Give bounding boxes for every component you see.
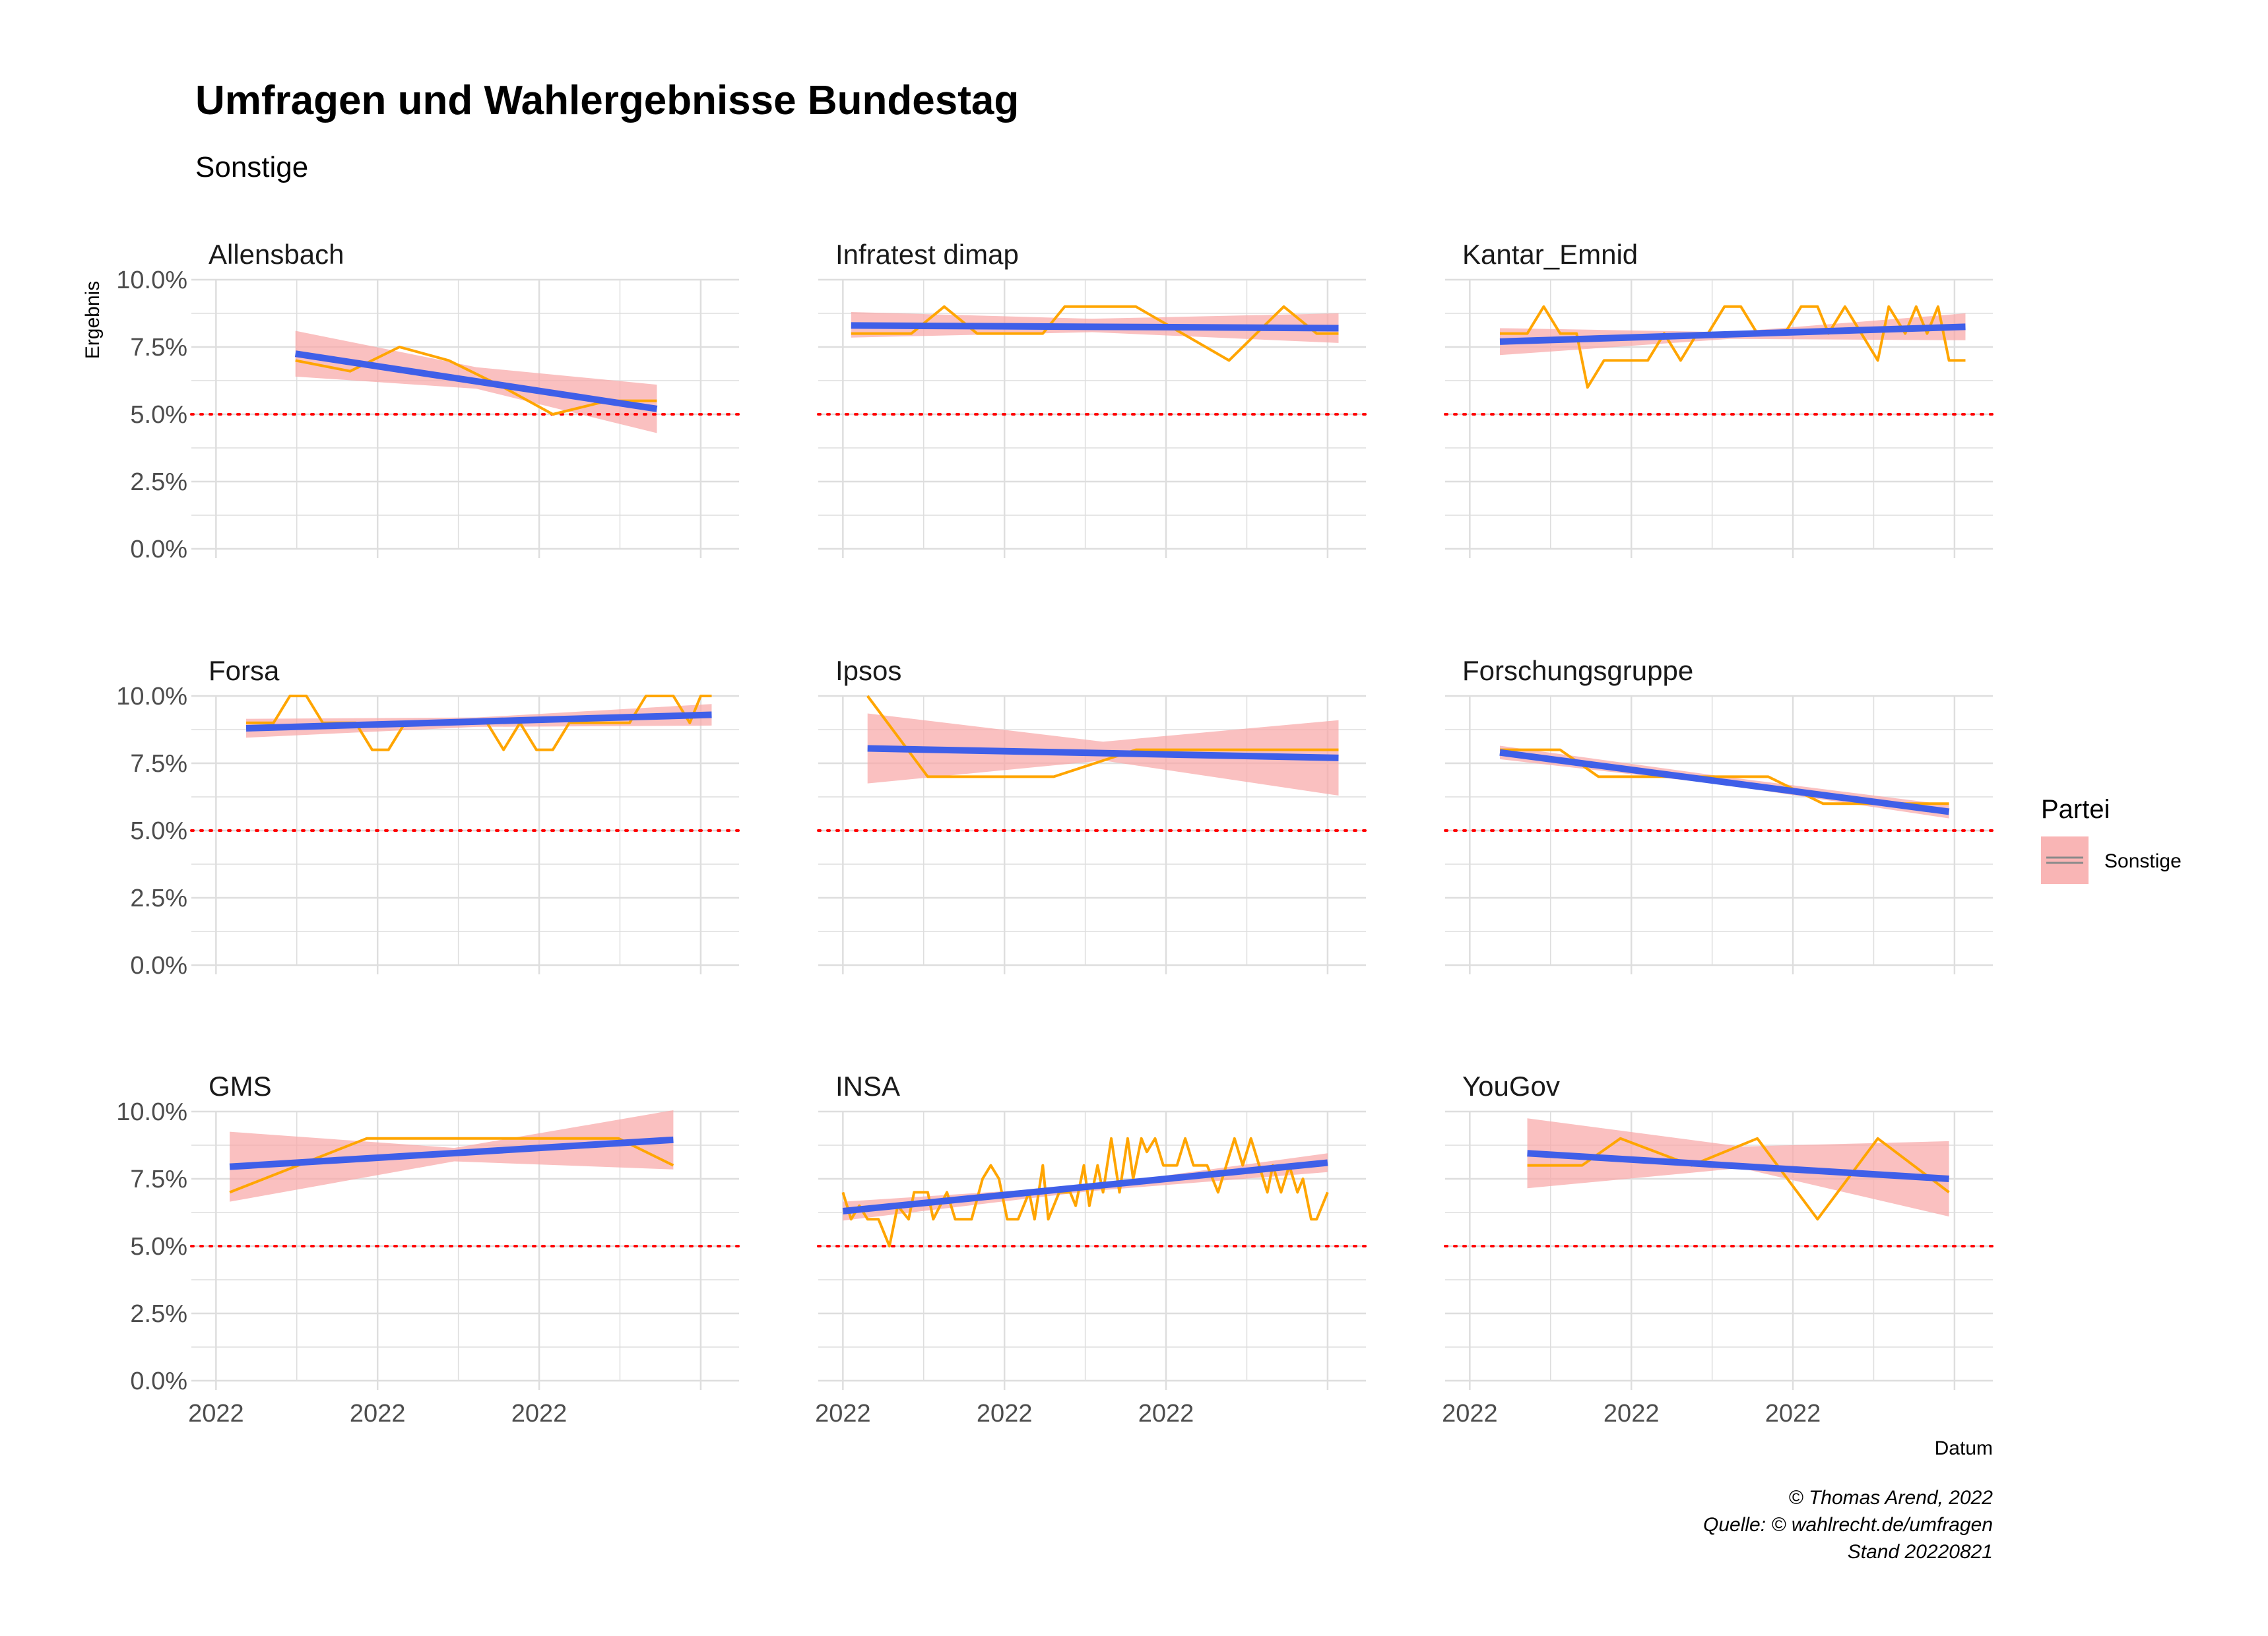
panel-ipsos: Ipsos [817,655,1367,974]
facet-title: Infratest dimap [835,239,1019,270]
panel-forsa: Forsa 0.0% 2.5% 5.0% 7.5% 10.0% [116,655,740,980]
legend-label: Sonstige [2104,850,2182,872]
x-tick-label: 2022 [1442,1400,1498,1428]
poll-line [1527,1137,1950,1221]
poll-line [851,305,1339,362]
trend-line [294,350,658,412]
legend: Partei Sonstige [2041,795,2182,884]
caption: © Thomas Arend, 2022 Quelle: © wahlrecht… [1703,1487,1993,1563]
trend-line [867,745,1339,761]
x-tick-label: 2022 [1138,1400,1194,1428]
trend-line [842,1159,1328,1214]
poll-line [229,1137,674,1194]
y-tick-label: 10.0% [116,683,187,710]
facet-panels: Allensbach 0.0% 2.5% 5.0% 7.5% 10.0% Infratest… [116,239,1994,1428]
y-tick-label: 5.0% [130,401,187,429]
x-tick-label: 2022 [1604,1400,1660,1428]
y-tick-label: 0.0% [130,536,187,563]
y-tick-label: 2.5% [130,1300,187,1328]
trend-line [229,1136,674,1170]
facet-title: Forsa [209,655,280,686]
y-tick-label: 10.0% [116,1098,187,1126]
facet-title: YouGov [1462,1071,1560,1102]
x-tick-label: 2022 [1765,1400,1821,1428]
y-tick-label: 0.0% [130,952,187,980]
legend-key-ribbon [2041,836,2089,884]
caption-date: Stand 20220821 [1848,1541,1993,1563]
trend-line [1527,1150,1949,1182]
x-tick-label: 2022 [350,1400,406,1428]
y-tick-label: 2.5% [130,885,187,912]
panel-yougov: YouGov 2022 2022 2022 [1442,1071,1994,1428]
panel-allensbach: Allensbach 0.0% 2.5% 5.0% 7.5% 10.0% [116,239,740,563]
panel-insa: INSA 2022 2022 2022 [815,1071,1367,1428]
trend-line [245,711,712,732]
trend-line [1499,749,1950,815]
panel-gms: GMS 0.0% 2.5% 5.0% 7.5% 10.0% 2022 2022 2022 [116,1071,740,1428]
y-tick-label: 2.5% [130,468,187,496]
caption-source: Quelle: © wahlrecht.de/umfragen [1703,1514,1993,1536]
facet-title: Kantar_Emnid [1462,239,1638,270]
trend-line [1499,323,1966,345]
caption-author: © Thomas Arend, 2022 [1789,1487,1993,1509]
x-tick-label: 2022 [511,1400,567,1428]
chart-subtitle: Sonstige [195,151,308,183]
trend-line [851,322,1339,332]
y-tick-label: 7.5% [130,750,187,778]
legend-title: Partei [2041,795,2110,824]
y-tick-label: 10.0% [116,267,187,294]
y-tick-label: 7.5% [130,334,187,362]
x-axis-title: Datum [1935,1437,1993,1459]
facet-title: GMS [209,1071,272,1102]
x-tick-label: 2022 [977,1400,1033,1428]
y-tick-label: 5.0% [130,1233,187,1261]
facet-title: Forschungsgruppe [1462,655,1693,686]
panel-forschungsgruppe: Forschungsgruppe [1444,655,1994,974]
facet-title: INSA [835,1071,900,1102]
y-axis-title: Ergebnis [82,281,104,359]
facet-title: Allensbach [209,239,344,270]
y-tick-label: 7.5% [130,1166,187,1193]
chart-title: Umfragen und Wahlergebnisse Bundestag [195,78,1019,123]
y-tick-label: 0.0% [130,1368,187,1395]
panel-kantar-emnid: Kantar_Emnid [1444,239,1994,558]
y-tick-label: 5.0% [130,817,187,845]
x-tick-label: 2022 [815,1400,871,1428]
facet-title: Ipsos [835,655,901,686]
x-tick-label: 2022 [188,1400,244,1428]
panel-infratest-dimap: Infratest dimap [817,239,1367,558]
